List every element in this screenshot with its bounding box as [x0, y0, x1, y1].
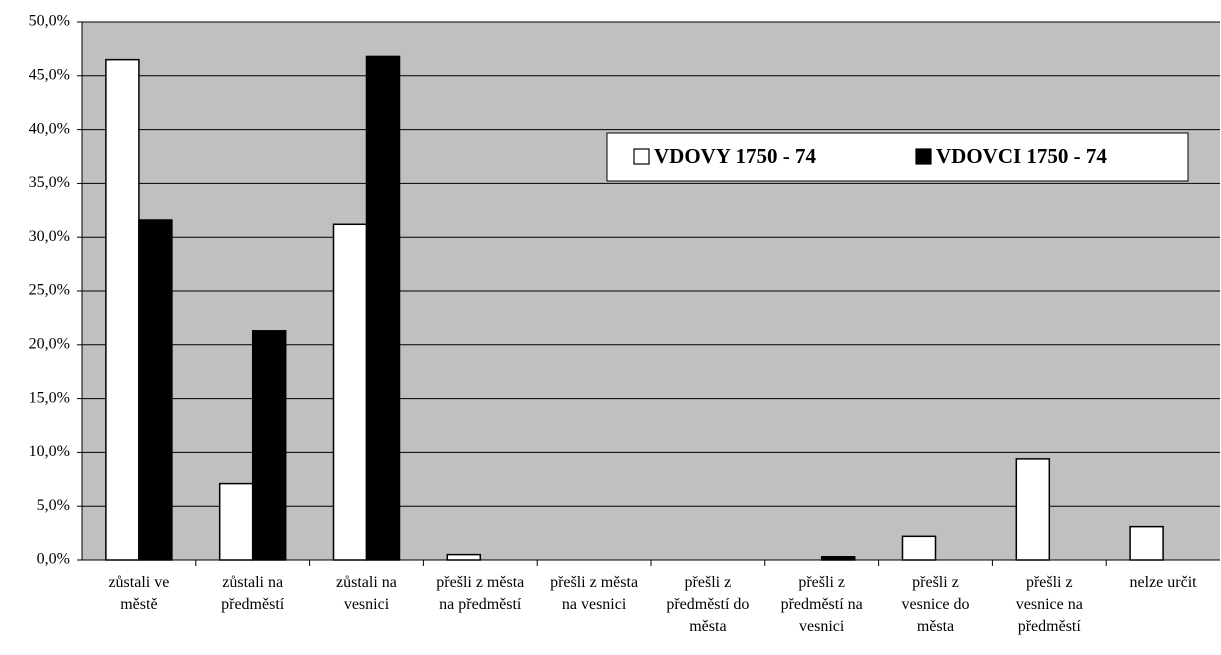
x-tick-label: přešli z předměstí na vesnici — [780, 574, 863, 635]
legend-label: VDOVY 1750 - 74 — [654, 144, 816, 168]
y-tick-label: 20,0% — [29, 335, 70, 352]
bar — [1015, 458, 1051, 561]
x-tick-label: přešli z vesnice do města — [901, 574, 970, 635]
bar — [365, 55, 401, 561]
bar — [1129, 525, 1164, 561]
x-tick-label: zůstali na předměstí — [221, 574, 285, 613]
bar — [218, 482, 254, 561]
x-tick-label: zůstali na vesnici — [336, 574, 397, 613]
y-tick-label: 15,0% — [29, 389, 70, 406]
y-tick-label: 35,0% — [29, 174, 70, 191]
y-tick-label: 40,0% — [29, 120, 70, 137]
x-tick-label: přešli z předměstí do města — [666, 574, 750, 635]
x-tick-label: nelze určit — [1129, 574, 1197, 591]
y-tick-label: 30,0% — [29, 228, 70, 245]
x-tick-label: přešli z vesnice na předměstí — [1015, 574, 1083, 635]
x-tick-label: přešli z města na vesnici — [550, 574, 639, 613]
legend-swatch — [633, 148, 650, 165]
y-tick-label: 10,0% — [29, 443, 70, 460]
legend-label: VDOVCI 1750 - 74 — [936, 144, 1107, 168]
bar — [105, 58, 140, 561]
x-tick-label: přešli z města na předměstí — [436, 574, 525, 613]
y-tick-label: 5,0% — [37, 497, 70, 514]
y-tick-label: 45,0% — [29, 66, 70, 83]
bar — [138, 219, 173, 561]
x-tick-label: zůstali ve městě — [108, 574, 170, 613]
y-tick-label: 25,0% — [29, 282, 70, 299]
bar — [332, 223, 368, 561]
legend: VDOVY 1750 - 74 VDOVCI 1750 - 74 — [606, 132, 1189, 182]
legend-box — [606, 132, 1189, 182]
bar — [446, 553, 482, 561]
y-tick-label: 0,0% — [37, 551, 70, 568]
bar — [251, 330, 287, 561]
y-tick-label: 50,0% — [29, 13, 70, 30]
legend-swatch — [915, 148, 932, 165]
bar — [901, 535, 937, 561]
